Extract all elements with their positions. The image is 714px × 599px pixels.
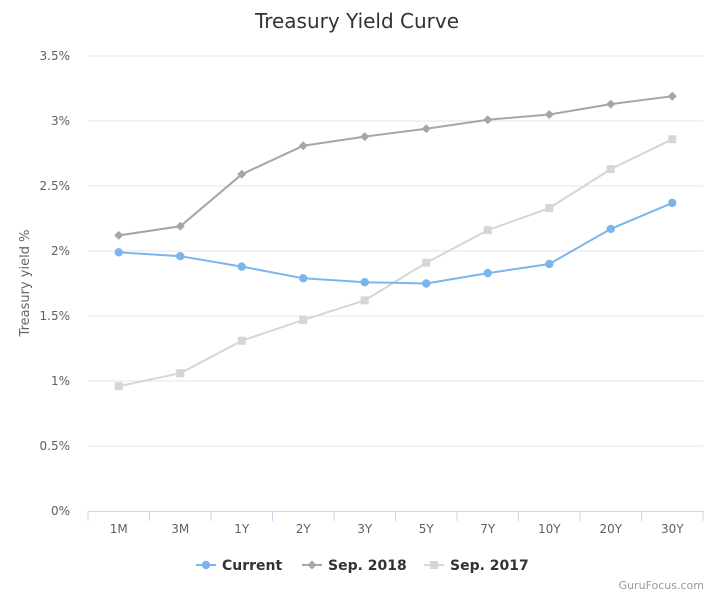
series-lines — [114, 91, 677, 391]
chart-title: Treasury Yield Curve — [254, 9, 459, 33]
data-point[interactable] — [299, 315, 308, 324]
x-tick-label: 10Y — [538, 522, 561, 536]
y-tick-label: 3.5% — [40, 49, 71, 63]
data-point[interactable] — [114, 248, 123, 257]
data-point[interactable] — [360, 296, 369, 305]
series-sep-2018[interactable] — [114, 91, 677, 240]
legend[interactable]: Current Sep. 2018 Sep. 2017 — [196, 558, 529, 574]
data-point[interactable] — [667, 91, 677, 101]
data-point[interactable] — [360, 132, 370, 142]
x-tick-label: 1Y — [234, 522, 250, 536]
series-line[interactable] — [117, 201, 674, 285]
y-tick-label: 1% — [51, 374, 70, 388]
data-point[interactable] — [483, 268, 492, 278]
series-line[interactable] — [117, 138, 674, 388]
legend-marker[interactable] — [307, 560, 317, 570]
legend-marker[interactable] — [430, 561, 438, 569]
x-tick-label: 7Y — [480, 522, 496, 536]
data-point[interactable] — [422, 258, 431, 267]
series-sep-2017[interactable] — [114, 135, 677, 391]
data-point[interactable] — [606, 99, 616, 109]
data-point[interactable] — [483, 115, 493, 125]
x-tick-label: 30Y — [661, 522, 684, 536]
data-point[interactable] — [421, 124, 431, 134]
data-point[interactable] — [544, 110, 554, 119]
legend-label[interactable]: Current — [222, 558, 283, 574]
x-tick-label: 5Y — [419, 522, 435, 536]
data-point[interactable] — [360, 278, 369, 287]
y-tick-label: 1.5% — [40, 309, 71, 323]
credit-label[interactable]: GuruFocus.com — [619, 579, 704, 592]
x-tick-label: 2Y — [296, 522, 312, 536]
data-point[interactable] — [606, 165, 615, 174]
legend-item-sep-2017[interactable]: Sep. 2017 — [424, 558, 529, 574]
data-point[interactable] — [237, 262, 246, 271]
y-tick-label: 2% — [51, 244, 70, 258]
data-point[interactable] — [545, 259, 554, 269]
data-point[interactable] — [114, 382, 123, 391]
y-tick-label: 3% — [51, 114, 70, 128]
y-tick-label: 2.5% — [40, 179, 71, 193]
y-tick-label: 0.5% — [40, 439, 71, 453]
y-tick-label: 0% — [51, 504, 70, 518]
data-point[interactable] — [237, 336, 246, 345]
series-current[interactable] — [114, 198, 677, 288]
data-point[interactable] — [606, 224, 615, 234]
data-point[interactable] — [668, 198, 677, 208]
series-line[interactable] — [117, 95, 674, 237]
x-tick-label: 20Y — [599, 522, 622, 536]
gridlines — [88, 55, 703, 447]
data-point[interactable] — [175, 221, 185, 231]
x-tick-label: 3M — [171, 522, 189, 536]
data-point[interactable] — [298, 141, 308, 151]
y-axis-title: Treasury yield % — [18, 230, 33, 338]
legend-item-sep-2018[interactable]: Sep. 2018 — [302, 558, 407, 574]
legend-item-current[interactable]: Current — [196, 558, 283, 574]
x-tick-label: 3Y — [357, 522, 373, 536]
data-point[interactable] — [668, 135, 677, 144]
legend-label[interactable]: Sep. 2018 — [328, 558, 407, 574]
data-point[interactable] — [299, 274, 308, 283]
data-point[interactable] — [237, 169, 247, 179]
axes: 0% 0.5% 1% 1.5% 2% 2.5% 3% 3.5% 1M 3M 1Y 2Y 3Y 5Y 7Y 10… — [40, 49, 704, 536]
x-tick-label: 1M — [110, 522, 128, 536]
data-point[interactable] — [176, 252, 185, 261]
data-point[interactable] — [422, 279, 431, 288]
data-point[interactable] — [545, 204, 554, 213]
legend-label[interactable]: Sep. 2017 — [450, 558, 529, 574]
data-point[interactable] — [114, 230, 124, 240]
legend-marker[interactable] — [201, 560, 211, 570]
data-point[interactable] — [176, 369, 185, 378]
data-point[interactable] — [483, 226, 492, 235]
